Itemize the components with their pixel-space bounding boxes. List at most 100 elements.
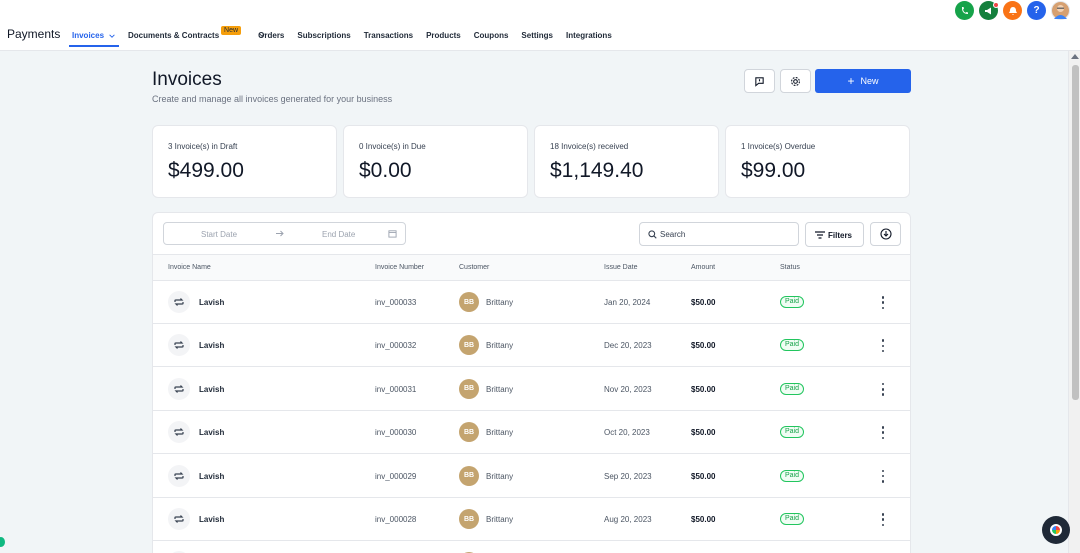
- more-options-icon[interactable]: [880, 296, 886, 309]
- col-amount: Amount: [691, 264, 716, 271]
- issue-date: Jan 20, 2024: [604, 298, 651, 307]
- new-button-label: New: [860, 76, 879, 86]
- more-options-icon[interactable]: [880, 339, 886, 353]
- page-title: Invoices: [152, 69, 222, 90]
- table-row[interactable]: Lavish inv_000031 BB Brittany Nov 20, 2023 $5…: [153, 368, 910, 411]
- invoice-name[interactable]: Lavish: [199, 515, 225, 524]
- invoice-name[interactable]: Lavish: [199, 341, 225, 351]
- nav-products[interactable]: Products: [426, 31, 461, 40]
- more-options-icon[interactable]: [880, 382, 886, 396]
- status-badge: Paid: [780, 339, 805, 352]
- more-options-icon[interactable]: [880, 469, 886, 483]
- filters-label: Filters: [828, 231, 853, 240]
- recurring-icon: [168, 377, 190, 400]
- customer-name: Brittany: [486, 384, 514, 394]
- stat-label: 1 Invoice(s) Overdue: [741, 142, 816, 151]
- app-title: Payments: [7, 27, 61, 41]
- status-badge: Paid: [780, 296, 805, 308]
- issue-date: Sep 20, 2023: [604, 471, 652, 481]
- customer-name: Brittany: [486, 515, 514, 524]
- customer-name: Brittany: [486, 471, 514, 481]
- stat-label: 0 Invoice(s) in Due: [359, 142, 426, 151]
- table-row[interactable]: Lavish inv_000032 BB Brittany Dec 20, 2023 $5…: [153, 324, 910, 368]
- status-badge: Paid: [780, 469, 805, 482]
- table-row[interactable]: Lavish inv_000033 BB Brittany Jan 20, 2024 $5…: [153, 281, 910, 324]
- stat-card-draft: 3 Invoice(s) in Draft $499.00: [152, 125, 337, 198]
- more-options-icon[interactable]: [880, 426, 886, 440]
- status-badge: Paid: [780, 513, 805, 525]
- table-row[interactable]: Lavish inv_000029 BB Brittany Sep 20, 2023 $5…: [153, 455, 910, 498]
- invoice-number: inv_000028: [375, 515, 417, 524]
- status-badge: Paid: [780, 426, 805, 439]
- issue-date: Dec 20, 2023: [604, 341, 652, 351]
- scroll-thumb[interactable]: [1072, 65, 1079, 400]
- amount: $50.00: [691, 428, 716, 438]
- phone-icon[interactable]: [955, 1, 974, 20]
- customer-name: Brittany: [486, 428, 514, 438]
- invoice-number: inv_000029: [375, 471, 417, 481]
- invoice-number: inv_000030: [375, 428, 417, 438]
- new-invoice-button[interactable]: + New: [815, 69, 911, 93]
- customer-avatar: BB: [459, 465, 479, 486]
- search-icon: [648, 230, 657, 239]
- chevron-down-icon[interactable]: [259, 32, 265, 38]
- stat-label: 18 Invoice(s) received: [550, 142, 629, 151]
- nav-coupons[interactable]: Coupons: [473, 31, 509, 40]
- invoice-name[interactable]: Lavish: [199, 384, 225, 394]
- col-customer: Customer: [459, 264, 490, 271]
- customer-avatar: BB: [459, 509, 479, 529]
- user-avatar[interactable]: [1051, 1, 1070, 20]
- stat-value: $1,149.40: [550, 159, 644, 182]
- invoice-number: inv_000033: [375, 298, 417, 307]
- stat-label: 3 Invoice(s) in Draft: [168, 142, 238, 151]
- invoice-name[interactable]: Lavish: [199, 298, 225, 307]
- nav-documents-label: Documents & Contracts: [128, 31, 220, 40]
- stat-value: $499.00: [168, 159, 244, 182]
- amount: $50.00: [691, 471, 716, 481]
- scroll-up-arrow[interactable]: [1071, 54, 1079, 59]
- recurring-icon: [168, 334, 190, 357]
- amount: $50.00: [691, 384, 716, 394]
- filter-icon: [815, 231, 825, 239]
- stat-card-due: 0 Invoice(s) in Due $0.00: [343, 125, 528, 198]
- invoice-name[interactable]: Lavish: [199, 428, 225, 438]
- issue-date: Oct 20, 2023: [604, 428, 650, 438]
- nav-settings[interactable]: Settings: [521, 31, 553, 40]
- settings-button[interactable]: [780, 69, 811, 93]
- calendar-icon: [388, 230, 397, 238]
- more-options-icon[interactable]: [880, 513, 886, 526]
- date-range-picker[interactable]: Start Date End Date: [163, 222, 406, 245]
- nav-documents-contracts[interactable]: Documents & Contracts New: [128, 26, 265, 40]
- amount: $50.00: [691, 298, 716, 307]
- nav-orders[interactable]: Orders: [258, 31, 285, 40]
- start-date-placeholder: Start Date: [201, 230, 238, 239]
- download-button[interactable]: [870, 222, 901, 246]
- table-row[interactable]: Lavish inv_000028 BB Brittany Aug 20, 2023 $5…: [153, 498, 910, 541]
- help-icon[interactable]: ?: [1027, 1, 1046, 20]
- table-header: Invoice Name Invoice Number Customer Iss…: [153, 254, 910, 281]
- status-indicator: [0, 537, 5, 547]
- nav-invoices[interactable]: Invoices: [68, 31, 120, 47]
- bell-icon[interactable]: [1003, 1, 1022, 20]
- nav-integrations[interactable]: Integrations: [565, 31, 612, 40]
- megaphone-icon[interactable]: [979, 1, 999, 20]
- nav-subscriptions[interactable]: Subscriptions: [297, 31, 351, 40]
- recurring-icon: [168, 291, 190, 313]
- table-row[interactable]: Lavish inv_000030 BB Brittany Oct 20, 2023 $5…: [153, 411, 910, 455]
- notification-dot: [993, 2, 999, 8]
- filters-button[interactable]: Filters: [805, 222, 864, 247]
- page-scrollbar[interactable]: [1068, 51, 1080, 553]
- assistant-launcher[interactable]: [1042, 516, 1070, 544]
- issue-date: Aug 20, 2023: [604, 515, 652, 524]
- plus-icon: +: [847, 74, 855, 88]
- feedback-button[interactable]: [744, 69, 775, 93]
- main-nav: Invoices Documents & Contracts New Order…: [68, 26, 625, 47]
- invoice-number: inv_000031: [375, 384, 417, 394]
- invoice-name[interactable]: Lavish: [199, 471, 225, 481]
- invoice-number: inv_000032: [375, 341, 417, 351]
- nav-transactions[interactable]: Transactions: [363, 31, 414, 40]
- recurring-icon: [168, 508, 190, 530]
- search-input[interactable]: Search: [639, 222, 799, 246]
- customer-name: Brittany: [486, 298, 514, 307]
- stat-card-received: 18 Invoice(s) received $1,149.40: [534, 125, 719, 198]
